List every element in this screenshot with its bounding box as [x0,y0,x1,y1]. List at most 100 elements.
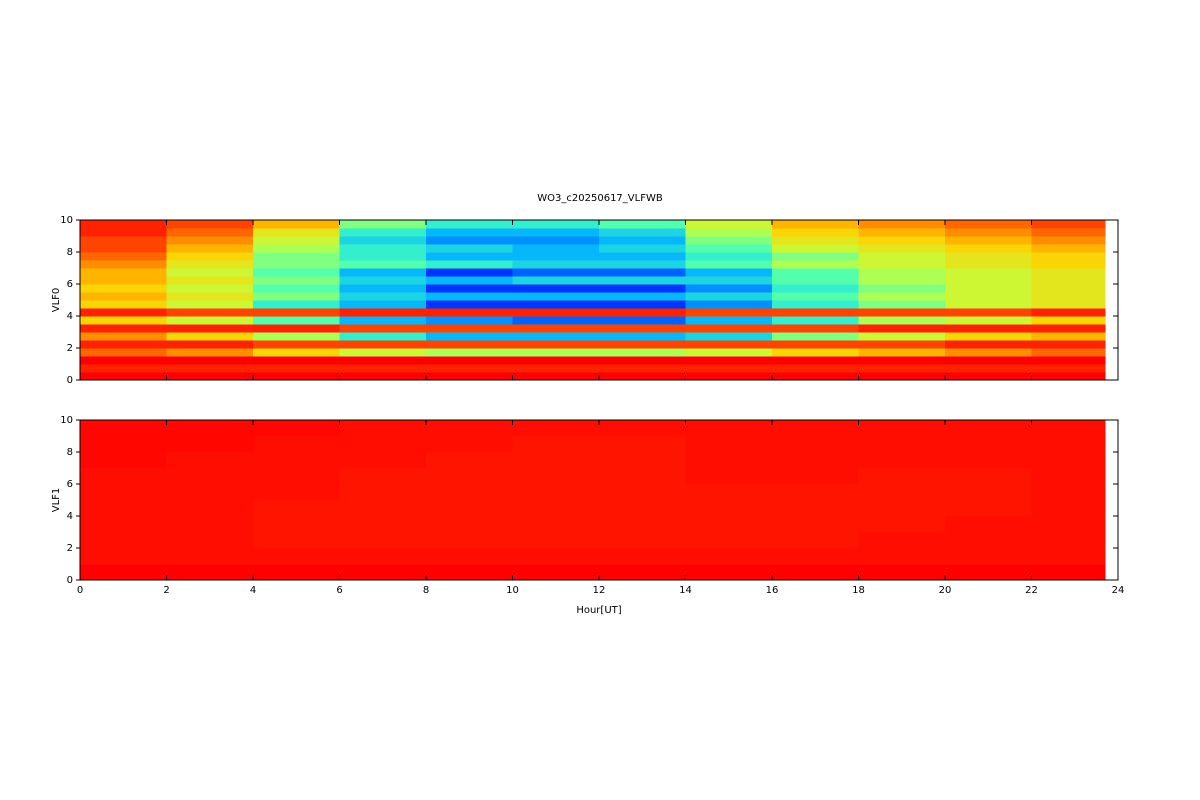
heat-cell [426,292,513,301]
heat-cell [339,292,427,301]
heat-cell [599,228,686,237]
heat-cell [512,284,600,293]
heat-cell [339,532,427,549]
heat-cell [166,332,254,341]
heat-cell [253,452,340,469]
heat-cell [512,564,600,581]
heat-cell [858,244,946,253]
heat-cell [339,468,427,485]
heat-cell [166,356,254,365]
heat-cell [772,308,859,317]
heat-cell [599,452,686,469]
heat-cell [426,332,513,341]
heat-cell [1031,340,1106,349]
heat-cell [772,220,859,229]
heat-cell [80,548,167,565]
heat-cell [339,324,427,333]
heat-cell [945,364,1032,373]
heat-cell [1031,484,1106,501]
heat-cell [166,252,254,261]
heat-cell [685,284,773,293]
heat-cell [426,516,513,533]
heat-cell [685,300,773,309]
heat-cell [858,468,946,485]
x-tick-label: 18 [852,585,865,596]
heat-cell [253,340,340,349]
heat-cell [858,300,946,309]
heat-cell [685,244,773,253]
heat-cell [339,236,427,245]
heat-cell [945,372,1032,381]
heat-cell [512,244,600,253]
heat-cell [945,300,1032,309]
heat-cell [253,348,340,357]
x-tick-label: 10 [506,585,519,596]
heat-cell [253,500,340,517]
heat-cell [772,244,859,253]
heat-cell [339,300,427,309]
heat-cell [772,236,859,245]
heat-cell [772,516,859,533]
heat-cell [512,332,600,341]
heat-cell [772,356,859,365]
heat-cell [685,356,773,365]
heat-cell [1031,356,1106,365]
heat-cell [945,452,1032,469]
heat-cell [339,420,427,437]
heat-cell [945,292,1032,301]
heat-cell [685,308,773,317]
heat-cell [685,324,773,333]
heat-cell [858,308,946,317]
heat-cell [512,516,600,533]
heat-cell [858,236,946,245]
heat-cell [426,548,513,565]
heat-cell [166,436,254,453]
heat-cell [685,252,773,261]
heat-cell [512,300,600,309]
heat-cell [599,468,686,485]
heat-cell [599,356,686,365]
heat-cell [772,452,859,469]
heat-cell [166,316,254,325]
heat-cell [339,316,427,325]
heat-cell [426,252,513,261]
heat-cell [512,452,600,469]
heat-cell [512,500,600,517]
heat-cell [512,356,600,365]
heat-cell [80,348,167,357]
x-tick-label: 16 [766,585,779,596]
heat-cell [772,276,859,285]
heat-cell [858,292,946,301]
heat-cell [253,308,340,317]
y-axis-label: VLF0 [51,288,62,313]
heat-cell [166,548,254,565]
heat-cell [945,532,1032,549]
heat-cell [512,316,600,325]
heat-cell [253,260,340,269]
heat-cell [599,348,686,357]
heat-cell [945,340,1032,349]
heat-cell [253,324,340,333]
heat-cell [80,220,167,229]
heat-cell [1031,276,1106,285]
heat-cell [599,564,686,581]
heat-cell [253,300,340,309]
heat-cell [599,420,686,437]
heat-cell [685,516,773,533]
heat-cell [685,484,773,501]
heat-cell [599,532,686,549]
heat-cell [253,268,340,277]
heat-cell [772,268,859,277]
heat-cell [685,468,773,485]
heat-cell [166,468,254,485]
heat-cell [253,372,340,381]
y-tick-label: 0 [67,375,73,386]
heat-cell [945,332,1032,341]
heat-cell [166,532,254,549]
heat-cell [339,228,427,237]
heat-cell [166,292,254,301]
heat-cell [80,364,167,373]
heat-cell [599,316,686,325]
heat-cell [80,436,167,453]
